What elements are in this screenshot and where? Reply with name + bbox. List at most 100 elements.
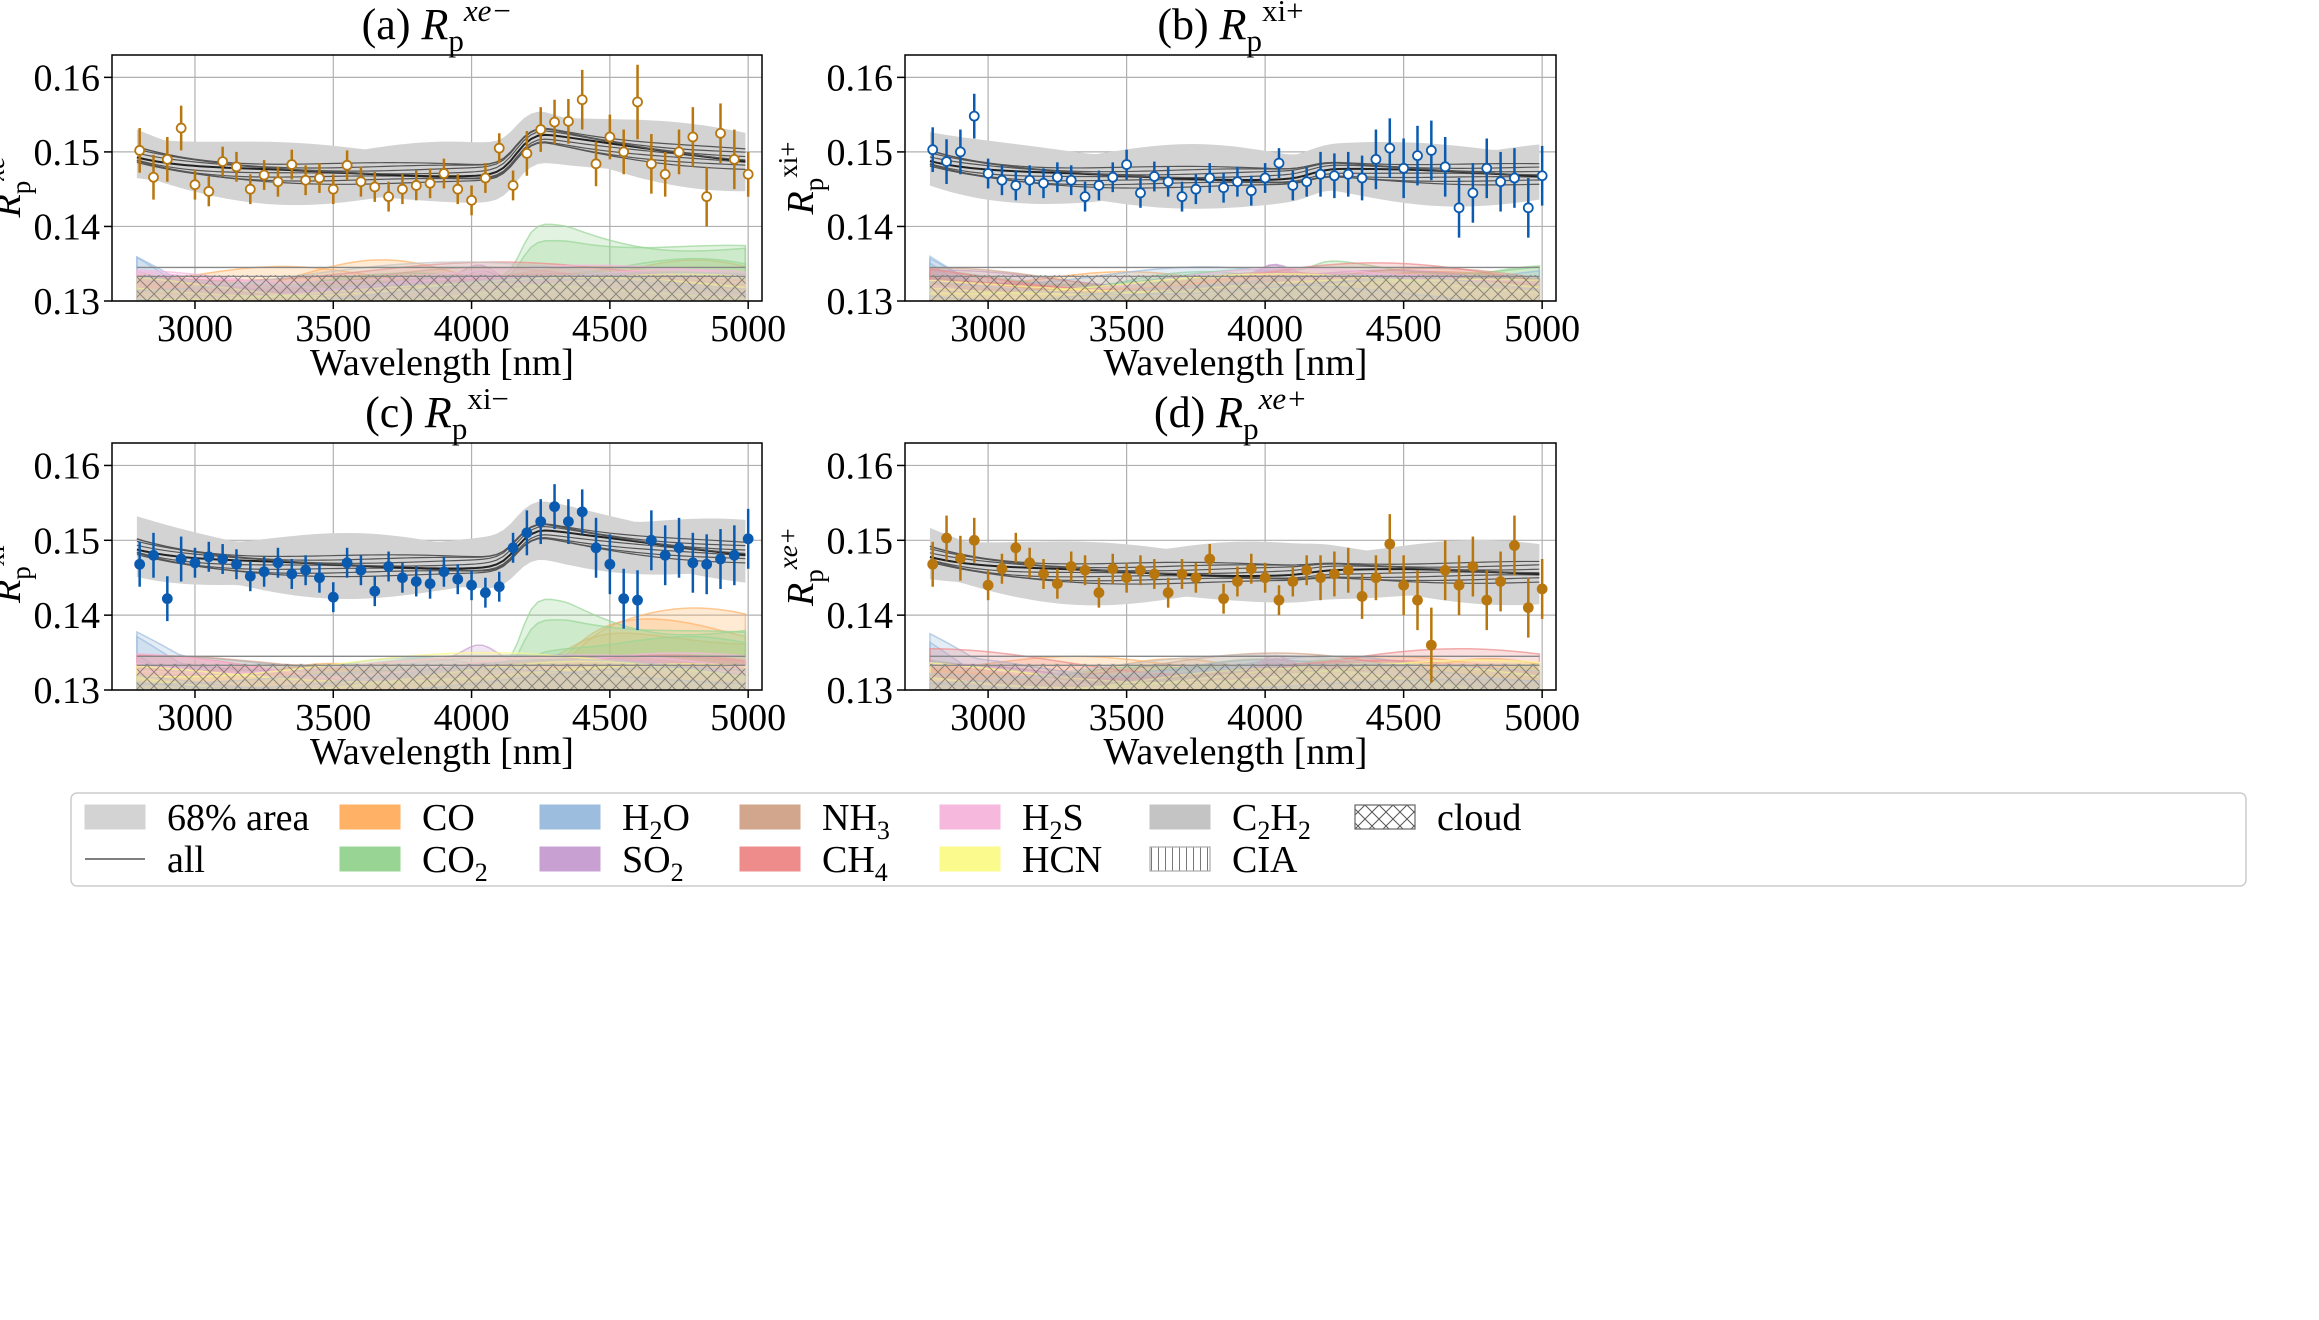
legend-swatch bbox=[339, 804, 401, 830]
data-point bbox=[968, 534, 980, 546]
y-tick-label: 0.13 bbox=[827, 670, 894, 712]
x-tick-label: 4000 bbox=[434, 697, 510, 739]
data-point bbox=[1107, 563, 1119, 575]
data-point bbox=[1024, 557, 1036, 569]
cloud-hatch bbox=[136, 663, 746, 690]
data-point bbox=[272, 176, 284, 188]
data-point bbox=[562, 516, 574, 527]
cloud-hatch bbox=[929, 663, 1540, 690]
data-point bbox=[493, 581, 505, 593]
x-tick-label: 4000 bbox=[1227, 697, 1303, 739]
data-point bbox=[1010, 542, 1022, 554]
data-point bbox=[927, 558, 939, 570]
data-point bbox=[618, 593, 630, 605]
data-point bbox=[1079, 191, 1091, 203]
data-point bbox=[1398, 579, 1410, 591]
data-point bbox=[1425, 639, 1437, 651]
data-point bbox=[673, 146, 685, 158]
data-point bbox=[314, 572, 325, 584]
data-point bbox=[1148, 568, 1160, 580]
data-point bbox=[452, 573, 464, 585]
data-point bbox=[1218, 593, 1229, 605]
data-point bbox=[466, 194, 477, 206]
data-point bbox=[189, 557, 201, 569]
data-point bbox=[1176, 191, 1188, 203]
data-point bbox=[355, 564, 367, 576]
data-point bbox=[1204, 172, 1216, 184]
data-point bbox=[1342, 168, 1354, 180]
data-point bbox=[410, 576, 422, 587]
data-point bbox=[715, 553, 726, 565]
legend-item: NH3 bbox=[739, 797, 890, 845]
data-point bbox=[1315, 572, 1326, 584]
data-point bbox=[968, 110, 980, 122]
data-point bbox=[927, 144, 939, 156]
panel-title: (d) Rpxe+ bbox=[1154, 381, 1307, 446]
data-point bbox=[300, 174, 312, 186]
data-point bbox=[941, 532, 952, 544]
panel-title: (a) Rpxe− bbox=[362, 0, 513, 58]
panel-d: 3000 3500 4000 4500 5000 0.13 0.14 0.15 0.16 Wave… bbox=[773, 381, 1580, 773]
y-tick-label: 0.14 bbox=[34, 206, 101, 248]
x-tick-label: 5000 bbox=[710, 697, 786, 739]
y-tick-label: 0.13 bbox=[827, 281, 894, 323]
data-point bbox=[1232, 576, 1243, 587]
y-tick-label: 0.14 bbox=[34, 595, 101, 637]
data-point bbox=[231, 161, 242, 173]
data-point bbox=[134, 558, 146, 570]
data-point bbox=[258, 566, 270, 578]
data-point bbox=[955, 146, 966, 158]
data-point bbox=[369, 585, 381, 597]
data-point bbox=[1301, 176, 1313, 188]
legend-label: H2S bbox=[1022, 797, 1084, 845]
legend-swatch bbox=[939, 846, 1001, 872]
legend-item: H2S bbox=[939, 797, 1084, 845]
data-point bbox=[742, 168, 754, 180]
data-point bbox=[161, 153, 173, 165]
data-point bbox=[549, 501, 560, 513]
data-point bbox=[982, 168, 994, 179]
data-point bbox=[1412, 594, 1423, 606]
data-point bbox=[1190, 572, 1202, 584]
data-point bbox=[1315, 168, 1326, 180]
data-point bbox=[618, 146, 630, 158]
data-point bbox=[1010, 180, 1022, 191]
model-line bbox=[136, 523, 746, 558]
data-point bbox=[480, 172, 491, 184]
y-tick-label: 0.15 bbox=[34, 520, 101, 562]
data-point bbox=[369, 181, 381, 193]
legend-swatch bbox=[539, 804, 601, 830]
legend-label: 68% area bbox=[167, 797, 310, 839]
legend-item: CO bbox=[339, 797, 475, 839]
x-tick-label: 3000 bbox=[157, 308, 233, 350]
y-axis-label: Rpxe+ bbox=[773, 527, 829, 607]
data-point bbox=[1273, 157, 1285, 169]
data-point bbox=[1218, 182, 1229, 194]
data-point bbox=[996, 174, 1008, 186]
data-points bbox=[927, 514, 1548, 683]
y-tick-label: 0.14 bbox=[827, 595, 894, 637]
legend-label: NH3 bbox=[822, 797, 890, 845]
data-point bbox=[1370, 572, 1382, 584]
data-point bbox=[604, 558, 616, 570]
x-axis-label: Wavelength [nm] bbox=[310, 342, 574, 384]
legend-label: CO2 bbox=[422, 839, 488, 887]
plot-area bbox=[134, 484, 754, 690]
data-point bbox=[1522, 602, 1534, 614]
x-tick-label: 4500 bbox=[1366, 308, 1442, 350]
x-tick-label: 4500 bbox=[572, 308, 648, 350]
axes-frame bbox=[111, 442, 763, 691]
x-tick-label: 4500 bbox=[1366, 697, 1442, 739]
data-point bbox=[1536, 170, 1548, 182]
legend-label: cloud bbox=[1437, 797, 1521, 839]
plot-area bbox=[134, 64, 754, 301]
data-point bbox=[687, 131, 699, 143]
data-point bbox=[1135, 564, 1146, 576]
data-point bbox=[244, 570, 256, 582]
panel-a: 3000 3500 4000 4500 5000 0.13 0.14 0.15 0.16 Wave… bbox=[0, 0, 786, 384]
legend-swatch bbox=[739, 846, 801, 872]
legend-item: CO2 bbox=[339, 839, 488, 887]
y-axis-label: Rpxe− bbox=[0, 139, 36, 219]
data-point bbox=[1245, 185, 1257, 197]
